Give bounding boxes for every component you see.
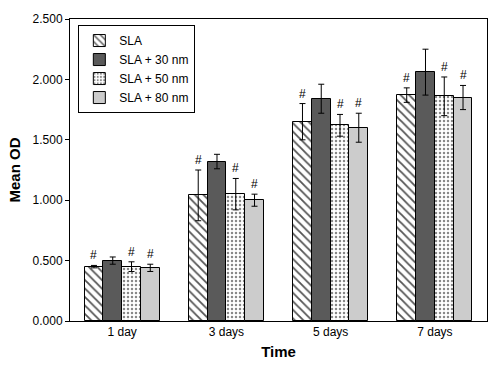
- svg-text:#: #: [232, 161, 239, 175]
- svg-text:7 days: 7 days: [417, 325, 452, 339]
- svg-text:#: #: [147, 247, 154, 261]
- svg-text:SLA + 80 nm: SLA + 80 nm: [119, 91, 188, 105]
- svg-text:0.500: 0.500: [33, 254, 63, 268]
- svg-text:1.000: 1.000: [33, 193, 63, 207]
- svg-text:2.000: 2.000: [33, 73, 63, 87]
- svg-text:3 days: 3 days: [209, 325, 244, 339]
- svg-text:#: #: [441, 60, 448, 74]
- svg-text:#: #: [337, 97, 344, 111]
- svg-text:#: #: [299, 87, 306, 101]
- svg-text:SLA + 50 nm: SLA + 50 nm: [119, 72, 188, 86]
- svg-text:#: #: [355, 96, 362, 110]
- svg-text:#: #: [195, 153, 202, 167]
- svg-text:#: #: [460, 68, 467, 82]
- svg-text:SLA: SLA: [119, 34, 142, 48]
- svg-text:#: #: [90, 248, 97, 262]
- svg-text:0.000: 0.000: [33, 314, 63, 328]
- svg-text:1.500: 1.500: [33, 133, 63, 147]
- svg-text:Time: Time: [261, 343, 296, 360]
- svg-text:#: #: [403, 71, 410, 85]
- svg-text:1 day: 1 day: [107, 325, 136, 339]
- svg-text:#: #: [251, 177, 258, 191]
- svg-text:Mean OD: Mean OD: [6, 137, 23, 202]
- svg-text:2.500: 2.500: [33, 12, 63, 26]
- svg-text:SLA + 30 nm: SLA + 30 nm: [119, 53, 188, 67]
- svg-text:#: #: [128, 245, 135, 259]
- svg-text:5 days: 5 days: [313, 325, 348, 339]
